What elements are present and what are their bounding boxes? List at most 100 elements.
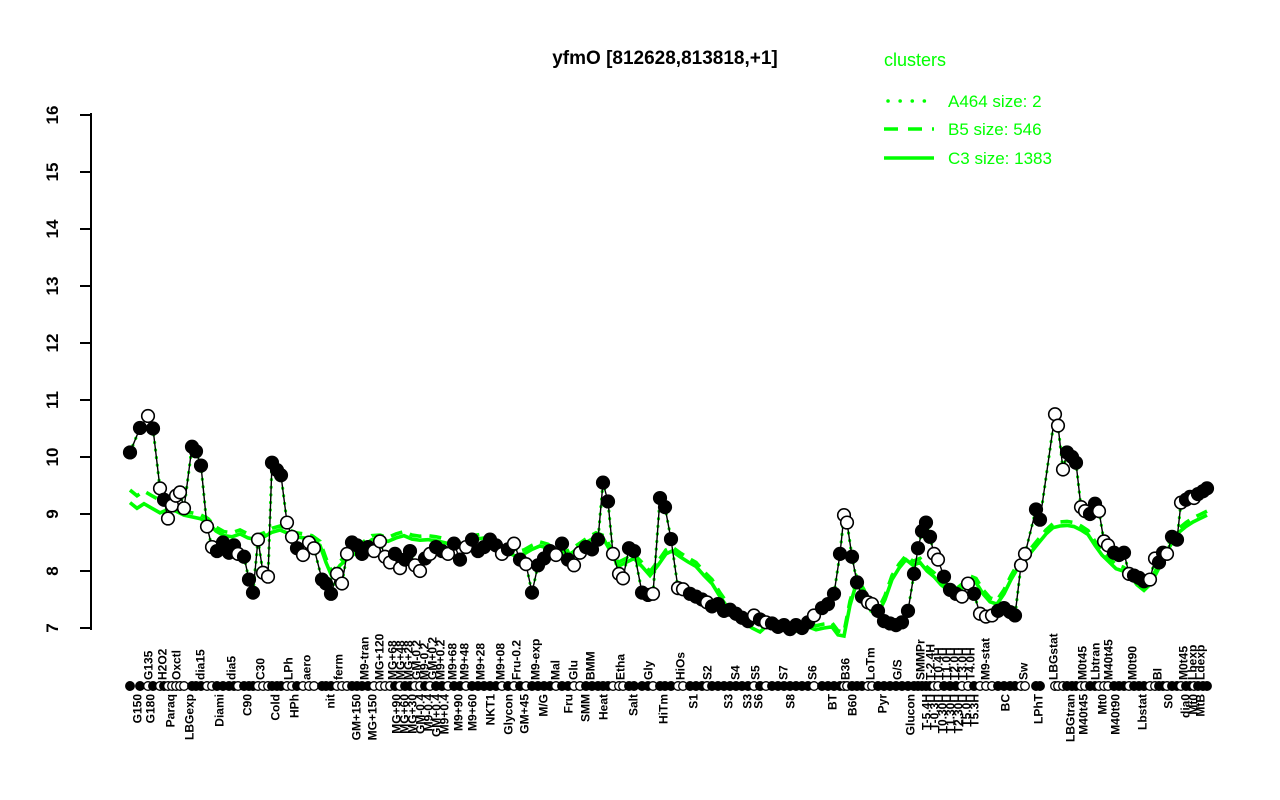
- data-point-open: [176, 501, 192, 516]
- data-point-open: [518, 557, 534, 572]
- data-point-open: [605, 546, 621, 562]
- x-condition-label-top: MG+28: [402, 640, 416, 680]
- cluster-b5-dashed-curve: [128, 488, 1208, 635]
- data-point-filled: [906, 566, 922, 581]
- x-condition-label-bottom: Fru: [562, 694, 576, 713]
- x-condition-label-bottom: S1: [687, 694, 701, 709]
- x-condition-label-top: Mal: [549, 660, 563, 680]
- data-point-open: [645, 586, 661, 601]
- x-condition-label-bottom: nit: [324, 694, 338, 709]
- data-point-filled: [464, 532, 480, 547]
- x-condition-label-bottom: G150: [131, 694, 145, 724]
- strip-marker-open: [179, 681, 189, 691]
- data-point-open: [260, 569, 276, 584]
- data-point-filled: [1116, 545, 1132, 560]
- data-point-filled: [236, 549, 252, 564]
- x-condition-label-bottom: S3: [741, 694, 755, 709]
- data-point-open: [339, 546, 355, 562]
- x-condition-label-top: M9+0.2: [434, 639, 448, 680]
- x-condition-label-top: SMMPr: [914, 639, 928, 680]
- x-condition-label-top: Gly: [642, 660, 656, 680]
- data-point-filled: [1169, 532, 1185, 547]
- data-point-open: [279, 515, 295, 530]
- x-condition-label-bottom: M40t90: [1109, 694, 1123, 735]
- x-condition-label-bottom: T0.30H: [936, 694, 950, 733]
- legend: clusters A464 size: 2 B5 size: 546 C3 si…: [884, 50, 1052, 168]
- x-condition-label-bottom: T-0.3H: [928, 694, 942, 730]
- x-condition-label-bottom: T5.3H: [968, 694, 982, 727]
- x-condition-label-bottom: T1.30H: [944, 694, 958, 733]
- y-tick-label: 14: [43, 219, 62, 238]
- x-condition-label-bottom: GM+0.4: [430, 694, 444, 737]
- x-condition-label-bottom: SMM: [579, 694, 593, 722]
- y-tick-label: 13: [43, 277, 62, 296]
- x-condition-label-top: M9-stat: [979, 638, 993, 680]
- data-point-filled: [590, 532, 606, 547]
- data-point-filled: [918, 515, 934, 530]
- y-tick-label: 10: [43, 448, 62, 467]
- data-point-filled: [273, 468, 289, 483]
- data-point-filled: [524, 585, 540, 600]
- x-condition-label-bottom: T-5.4H: [920, 694, 934, 730]
- x-condition-label-top: T0.4H: [932, 647, 946, 680]
- data-point-filled: [600, 494, 616, 509]
- x-condition-label-bottom: M/G: [537, 694, 551, 717]
- x-condition-label-top: Glu: [567, 660, 581, 680]
- data-point-open: [295, 547, 311, 563]
- data-point-filled: [820, 596, 836, 612]
- gene-series: [122, 407, 1215, 637]
- strip-marker-open: [809, 681, 819, 691]
- data-point-filled: [554, 536, 570, 551]
- data-point-filled: [870, 603, 886, 619]
- x-condition-label-top: M9+28: [474, 643, 488, 680]
- x-condition-label-top: M0t90: [1126, 646, 1140, 680]
- x-condition-label-top: M40t45: [1102, 639, 1116, 680]
- x-condition-label-bottom: C90: [241, 694, 255, 716]
- data-point-filled: [626, 543, 642, 559]
- x-condition-label-bottom: GM-0.4: [414, 694, 428, 734]
- x-condition-label-top: BMM: [584, 651, 598, 680]
- data-point-filled: [323, 586, 339, 601]
- data-point-filled: [900, 603, 916, 619]
- data-point-filled: [241, 572, 257, 587]
- data-point-open: [548, 547, 564, 563]
- data-point-open: [412, 563, 428, 579]
- data-point-open: [1047, 407, 1063, 422]
- x-condition-label-top: M9-tran: [358, 637, 372, 680]
- x-condition-label-bottom: MtB: [1194, 694, 1208, 717]
- x-condition-label-top: M9+08: [494, 643, 508, 680]
- x-condition-label-top: T2.0H: [948, 647, 962, 680]
- x-condition-label-top: Fru-0.2: [510, 640, 524, 680]
- data-point-filled: [849, 575, 865, 590]
- data-point-open: [160, 511, 176, 526]
- x-condition-label-bottom: MG+30: [406, 694, 420, 734]
- x-condition-label-bottom: HiTm: [657, 694, 671, 724]
- x-condition-label-bottom: Mt0: [1187, 694, 1201, 715]
- x-condition-label-top: M9-exp: [529, 639, 543, 680]
- legend-item-a464: A464 size: 2: [948, 92, 1042, 111]
- x-condition-label-top: B36: [839, 658, 853, 680]
- x-condition-label-bottom: T2.30H: [952, 694, 966, 733]
- x-condition-label-top: aero: [300, 655, 314, 680]
- data-point-open: [306, 541, 322, 556]
- x-condition-label-bottom: S6: [752, 694, 766, 709]
- data-point-open: [1017, 546, 1033, 562]
- x-condition-label-top: T4.0H: [964, 647, 978, 680]
- x-condition-label-bottom: GM+150: [350, 694, 364, 741]
- x-condition-label-top: S2: [701, 665, 715, 680]
- x-condition-label-top: H2O2: [156, 648, 170, 680]
- x-condition-label-top: ferm: [332, 654, 346, 680]
- x-condition-label-top: dia15: [194, 649, 208, 680]
- y-tick-label: 11: [43, 391, 62, 409]
- y-tick-label: 9: [43, 509, 62, 518]
- data-point-filled: [122, 445, 138, 460]
- y-tick-label: 8: [43, 566, 62, 575]
- x-condition-label-top: Sw: [1017, 662, 1031, 680]
- data-point-open: [1050, 418, 1066, 433]
- data-point-filled: [193, 458, 209, 473]
- x-condition-label-top: LBGstat: [1047, 633, 1061, 680]
- data-point-filled: [966, 586, 982, 601]
- data-point-filled: [145, 421, 161, 436]
